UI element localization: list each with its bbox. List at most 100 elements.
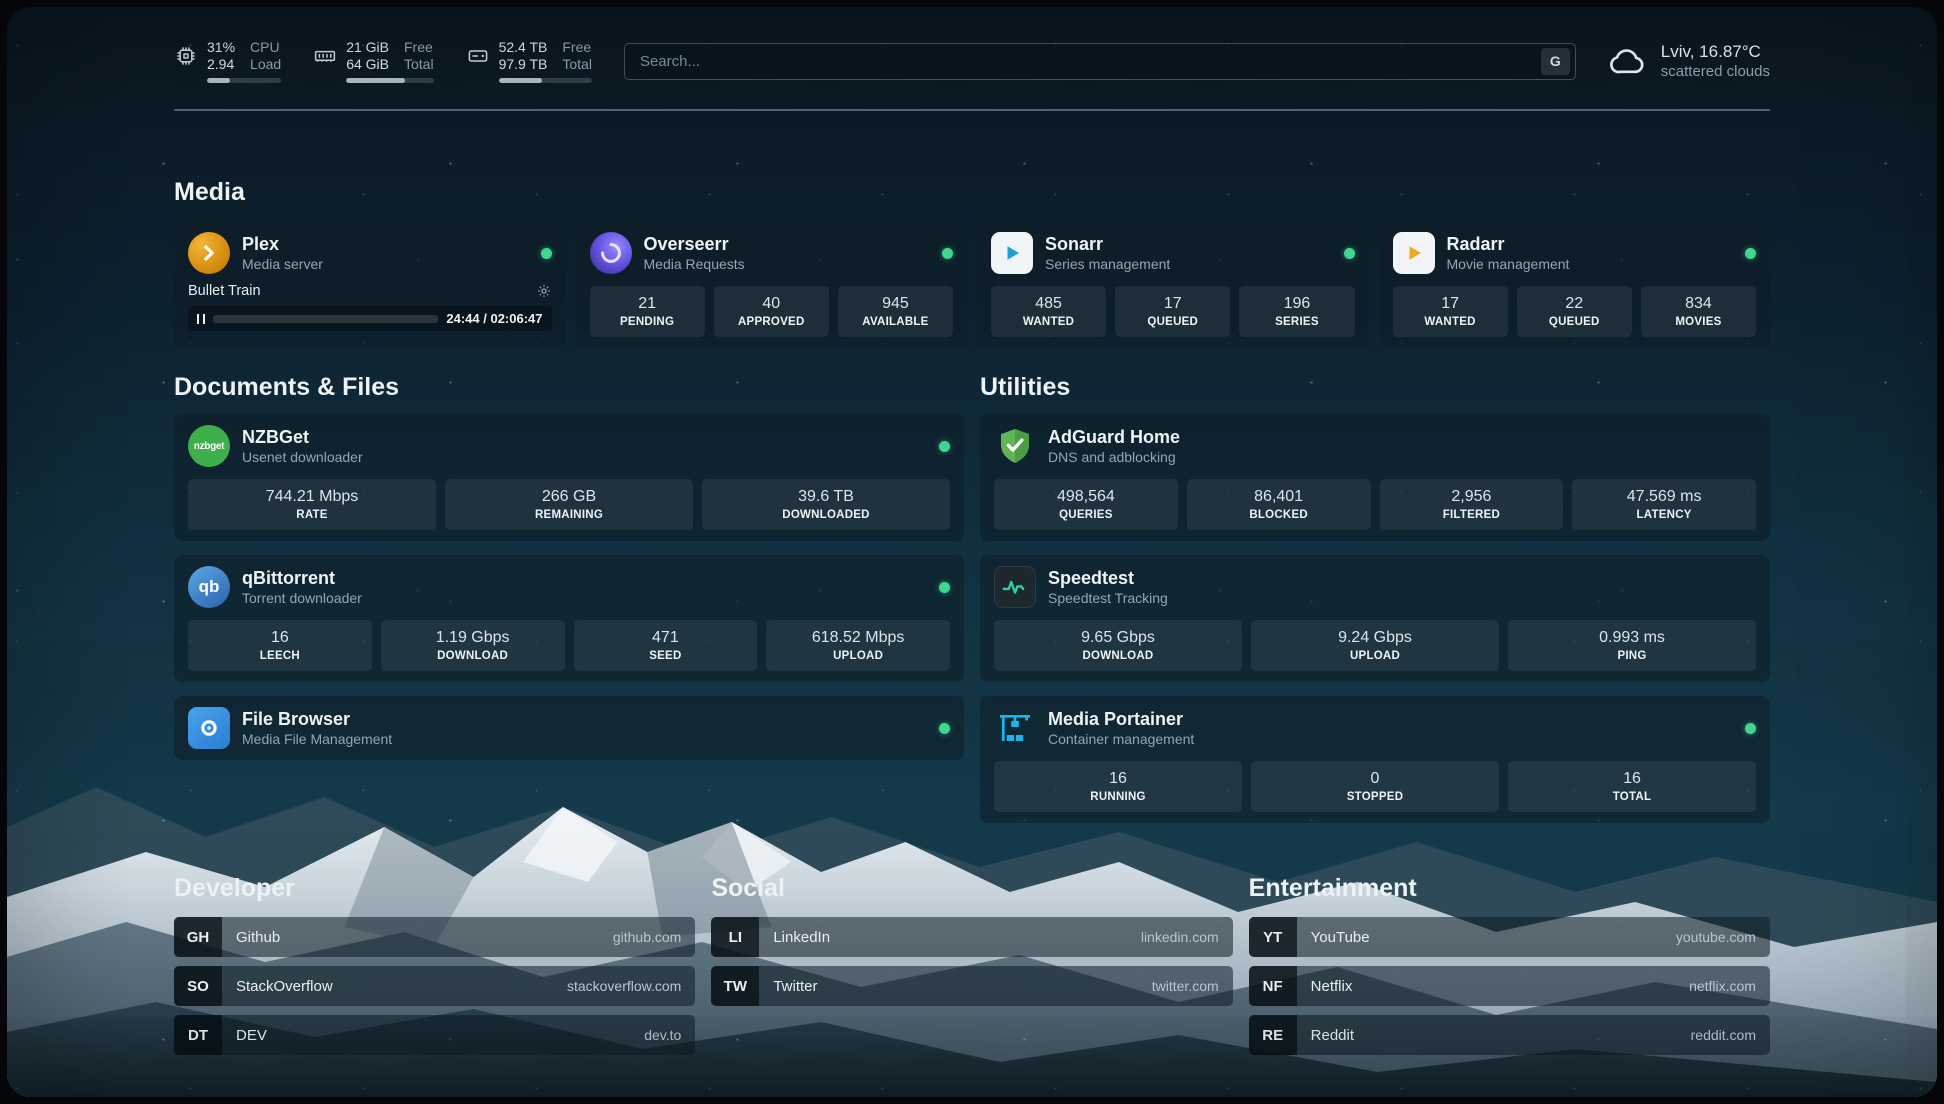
service-name: Overseerr bbox=[643, 234, 729, 254]
bookmark-group-title: Entertainment bbox=[1248, 874, 1417, 902]
bookmark-dev[interactable]: DT DEV dev.to bbox=[174, 1015, 696, 1055]
bookmark-name: Twitter bbox=[773, 977, 818, 995]
stat-value: 22 bbox=[1565, 295, 1584, 312]
radarr-icon bbox=[1392, 232, 1435, 274]
weather-condition: scattered clouds bbox=[1660, 63, 1770, 80]
service-card-adguard[interactable]: AdGuard Home DNS and adblocking 498,564 … bbox=[980, 414, 1770, 541]
search-bar[interactable]: G bbox=[623, 42, 1576, 80]
playback-progress-track[interactable] bbox=[213, 314, 439, 323]
memory-free-value: 21 GiB bbox=[346, 39, 389, 55]
bookmark-netflix[interactable]: NF Netflix netflix.com bbox=[1248, 966, 1770, 1006]
adguard-icon bbox=[994, 425, 1036, 467]
service-card-qbittorrent[interactable]: qb qBittorrent Torrent downloader bbox=[174, 555, 964, 682]
stat-label: SERIES bbox=[1275, 316, 1319, 328]
bookmark-abbr: LI bbox=[711, 917, 760, 957]
memory-total-value: 64 GiB bbox=[346, 56, 389, 72]
disk-progress-fill bbox=[498, 78, 542, 83]
stat-upload: 9.24 Gbps UPLOAD bbox=[1251, 620, 1499, 671]
service-card-nzbget[interactable]: nzbget NZBGet Usenet downloader bbox=[174, 414, 964, 541]
nzbget-icon: nzbget bbox=[188, 425, 230, 467]
stat-approved: 40 APPROVED bbox=[713, 286, 829, 337]
stat-label: TOTAL bbox=[1612, 791, 1652, 803]
speedtest-icon bbox=[994, 566, 1036, 608]
stat-queries: 498,564 QUERIES bbox=[994, 479, 1178, 530]
bookmark-youtube[interactable]: YT YouTube youtube.com bbox=[1248, 917, 1770, 957]
stat-remaining: 266 GB REMAINING bbox=[445, 479, 693, 530]
stat-label: UPLOAD bbox=[1349, 650, 1401, 662]
status-online-dot bbox=[939, 722, 950, 734]
stat-wanted: 485 WANTED bbox=[991, 286, 1107, 337]
media-section-title: Media bbox=[174, 178, 245, 206]
disk-total-label: Total bbox=[562, 56, 592, 72]
bookmark-abbr: NF bbox=[1248, 966, 1297, 1006]
service-card-overseerr[interactable]: Overseerr Media Requests 21 PENDING bbox=[575, 221, 967, 348]
stat-download: 9.65 Gbps DOWNLOAD bbox=[994, 620, 1242, 671]
bookmark-abbr: RE bbox=[1248, 1015, 1297, 1055]
service-desc: Media server bbox=[242, 256, 323, 272]
service-desc: Media Requests bbox=[643, 256, 745, 272]
stat-value: 9.65 Gbps bbox=[1081, 629, 1155, 646]
stat-value: 485 bbox=[1035, 295, 1062, 312]
disk-progress-bar bbox=[498, 78, 592, 83]
stat-value: 618.52 Mbps bbox=[811, 629, 905, 646]
bookmark-url: youtube.com bbox=[1675, 929, 1756, 945]
bookmark-stackoverflow[interactable]: SO StackOverflow stackoverflow.com bbox=[174, 966, 696, 1006]
bookmark-url: linkedin.com bbox=[1140, 929, 1219, 945]
bookmark-name: LinkedIn bbox=[773, 928, 831, 946]
memory-icon bbox=[315, 50, 336, 62]
service-card-speedtest[interactable]: Speedtest Speedtest Tracking 9.65 Gbps D… bbox=[980, 555, 1770, 682]
memory-widget: 21 GiB 64 GiB Free Total bbox=[313, 39, 434, 83]
status-online-dot bbox=[939, 581, 950, 593]
cpu-progress-fill bbox=[207, 78, 230, 83]
cpu-widget: 31% 2.94 CPU Load bbox=[174, 39, 282, 83]
stat-value: 86,401 bbox=[1254, 488, 1304, 505]
stat-value: 744.21 Mbps bbox=[265, 488, 359, 505]
stat-label: QUERIES bbox=[1059, 509, 1113, 521]
bookmark-linkedin[interactable]: LI LinkedIn linkedin.com bbox=[711, 917, 1233, 957]
service-card-portainer[interactable]: Media Portainer Container management 16 … bbox=[980, 696, 1770, 823]
service-card-filebrowser[interactable]: File Browser Media File Management bbox=[174, 696, 964, 760]
stat-label: QUEUED bbox=[1548, 316, 1600, 328]
bookmark-name: Reddit bbox=[1310, 1026, 1355, 1044]
bookmark-abbr: DT bbox=[174, 1015, 222, 1055]
cpu-label: CPU bbox=[250, 39, 280, 55]
bookmark-name: StackOverflow bbox=[236, 977, 333, 995]
bookmark-group-title: Social bbox=[711, 874, 785, 902]
status-online-dot bbox=[942, 247, 953, 259]
bookmark-reddit[interactable]: RE Reddit reddit.com bbox=[1248, 1015, 1770, 1055]
service-desc: Usenet downloader bbox=[242, 449, 363, 465]
service-card-radarr[interactable]: Radarr Movie management 17 WANTED 2 bbox=[1378, 221, 1770, 348]
portainer-icon bbox=[994, 707, 1036, 749]
stat-value: 40 bbox=[762, 295, 781, 312]
dashboard-background: 31% 2.94 CPU Load bbox=[7, 7, 1937, 1097]
overseerr-icon bbox=[589, 232, 632, 274]
service-desc: Torrent downloader bbox=[242, 590, 362, 606]
service-name: Media Portainer bbox=[1048, 709, 1184, 729]
pause-icon[interactable] bbox=[197, 313, 205, 324]
cpu-load-value: 2.94 bbox=[207, 56, 235, 72]
service-card-sonarr[interactable]: Sonarr Series management 485 WANTED bbox=[977, 221, 1369, 348]
stat-value: 21 bbox=[638, 295, 656, 312]
search-provider-button[interactable]: G bbox=[1540, 47, 1570, 75]
service-desc: DNS and adblocking bbox=[1048, 449, 1176, 465]
stat-label: STOPPED bbox=[1346, 791, 1404, 803]
stat-value: 2,956 bbox=[1451, 488, 1492, 505]
stat-label: SEED bbox=[649, 650, 682, 662]
media-section: Media Plex Media server bbox=[174, 177, 1770, 348]
stat-downloaded: 39.6 TB DOWNLOADED bbox=[702, 479, 950, 530]
bookmark-group-title: Developer bbox=[174, 874, 295, 902]
cpu-load-label: Load bbox=[250, 56, 282, 72]
stat-label: LEECH bbox=[259, 650, 300, 662]
stat-value: 1.19 Gbps bbox=[435, 629, 510, 646]
memory-progress-bar bbox=[346, 78, 434, 83]
gear-icon[interactable] bbox=[536, 283, 552, 299]
status-online-dot bbox=[939, 440, 950, 452]
service-card-plex[interactable]: Plex Media server Bullet Train bbox=[174, 221, 566, 348]
bookmark-github[interactable]: GH Github github.com bbox=[174, 917, 696, 957]
status-online-dot bbox=[540, 247, 552, 259]
stat-label: RUNNING bbox=[1090, 791, 1146, 803]
bookmark-twitter[interactable]: TW Twitter twitter.com bbox=[711, 966, 1233, 1006]
stat-value: 17 bbox=[1441, 295, 1459, 312]
search-input[interactable] bbox=[637, 51, 1541, 71]
disk-free-value: 52.4 TB bbox=[498, 39, 548, 55]
